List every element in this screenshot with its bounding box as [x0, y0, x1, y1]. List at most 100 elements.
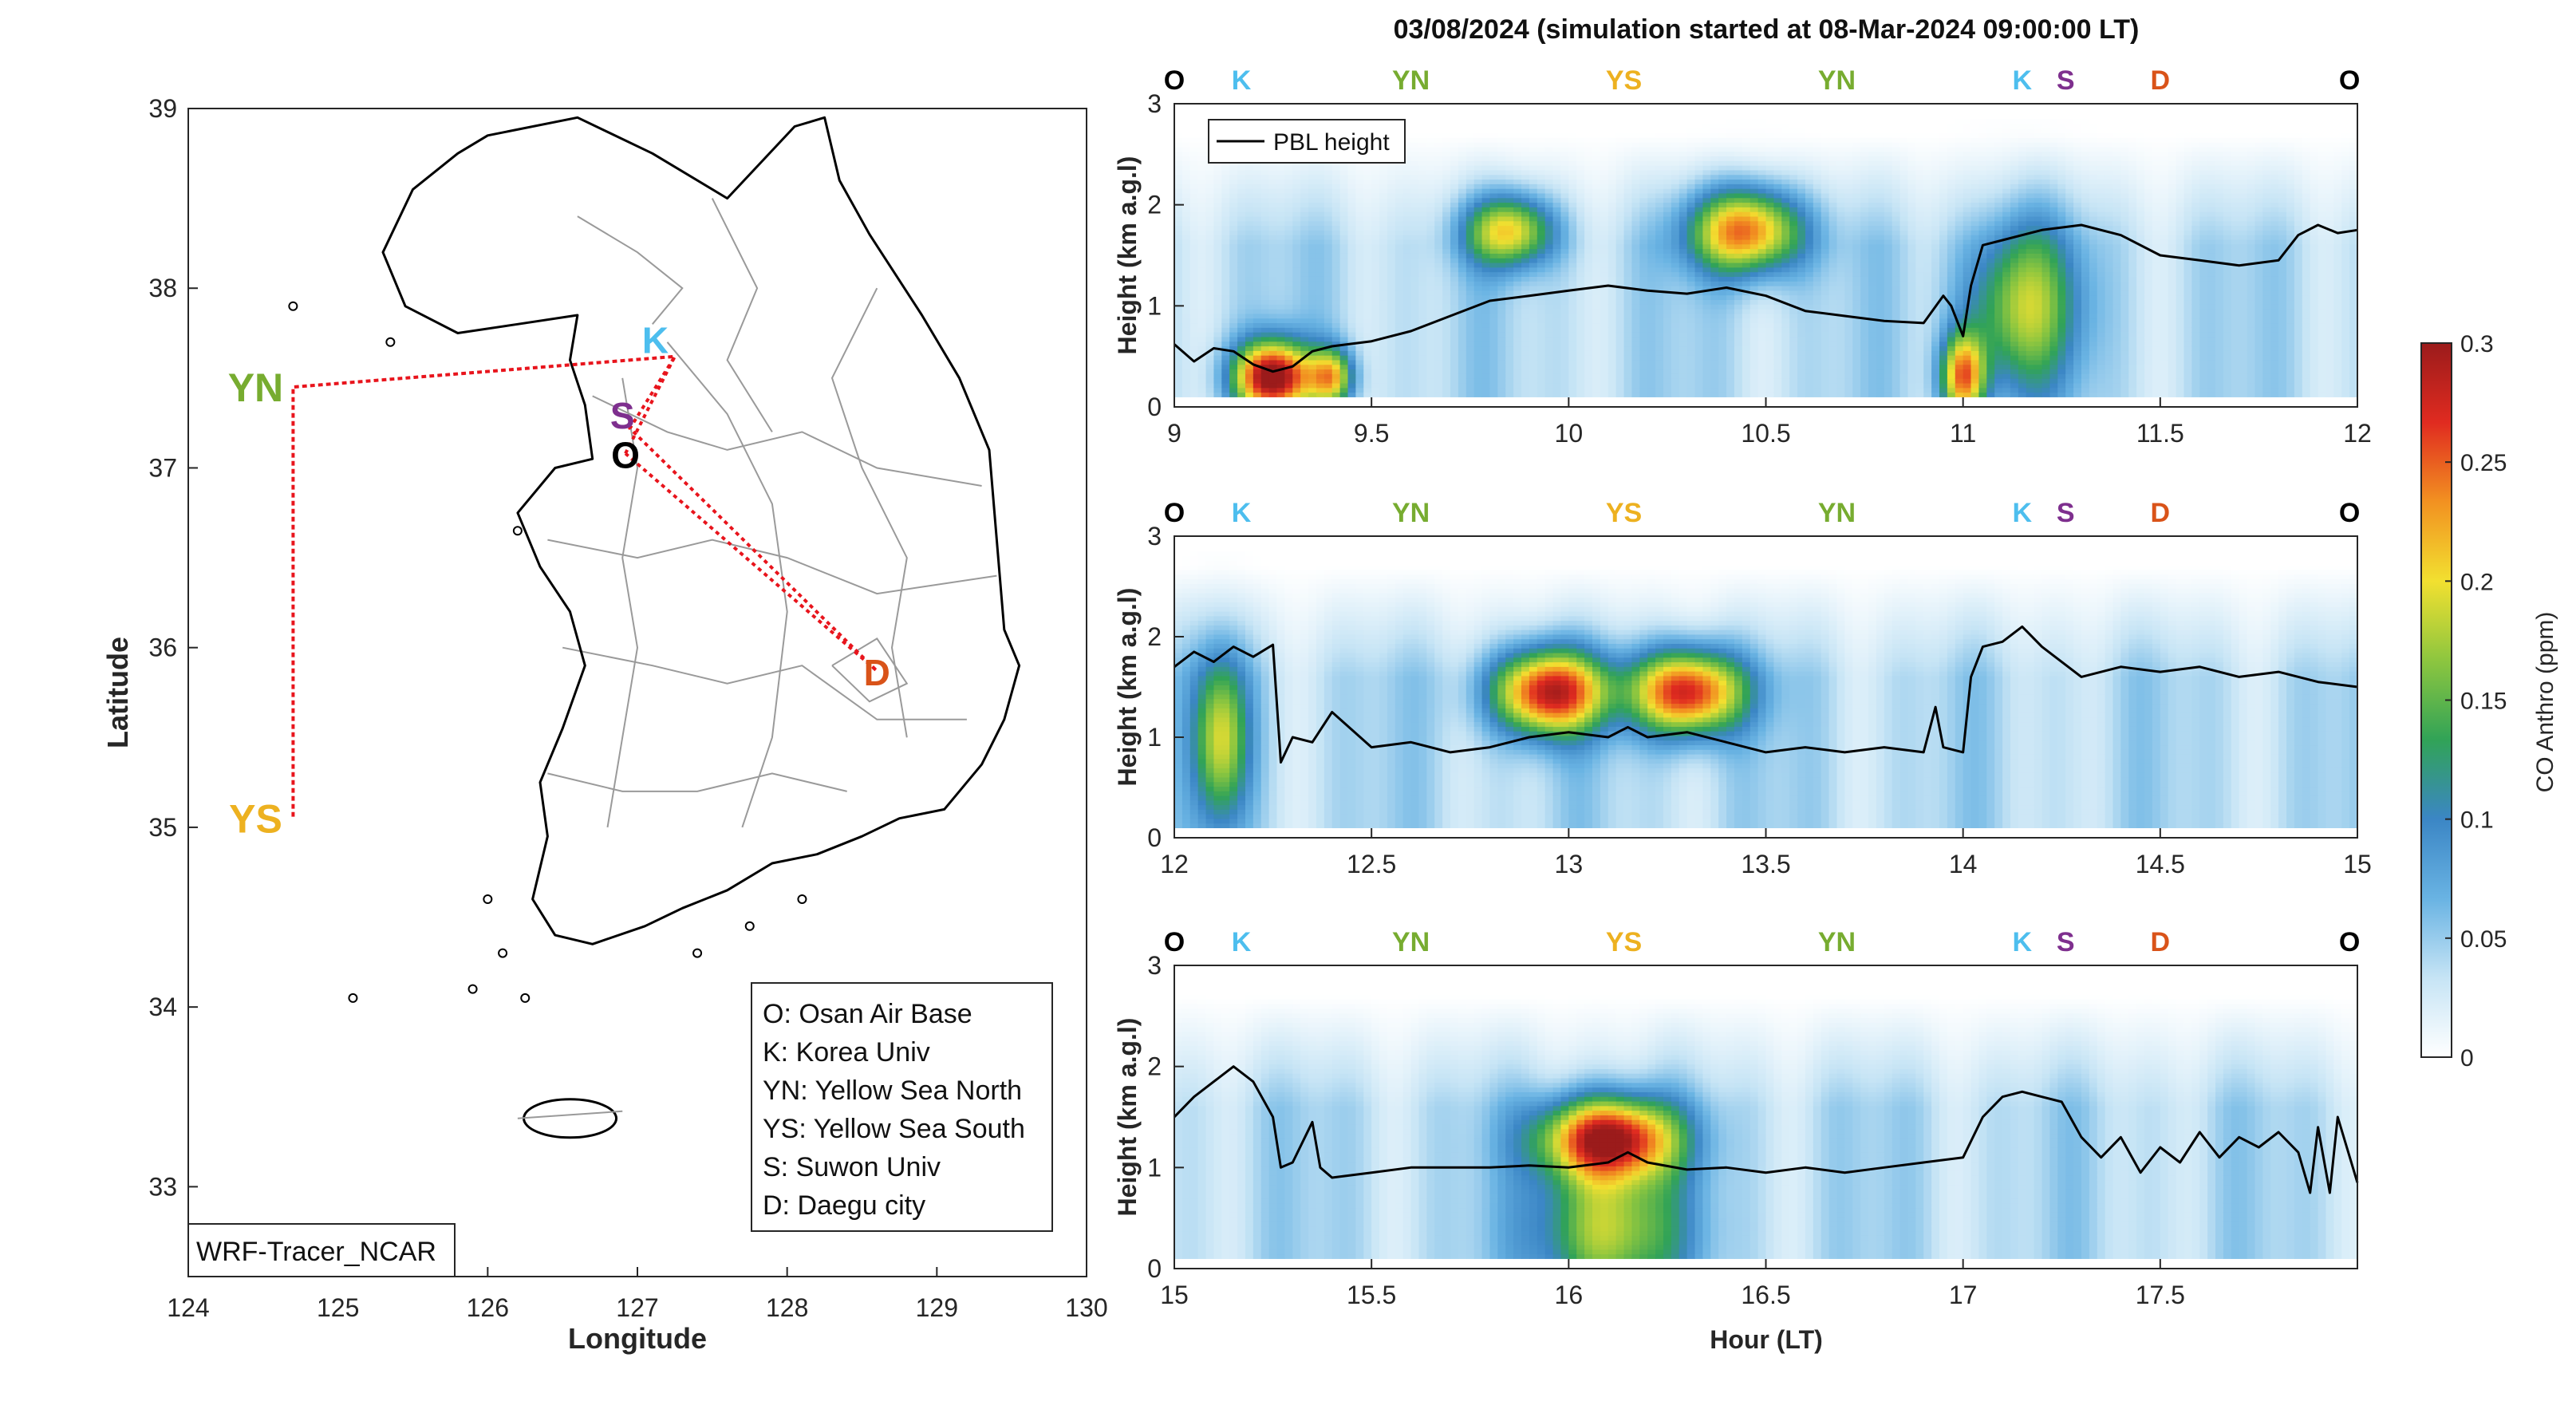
heatmap-cell	[1734, 207, 1743, 212]
heatmap-cell	[1623, 304, 1633, 310]
heatmap-cell	[1544, 327, 1554, 333]
heatmap-cell	[1505, 290, 1514, 296]
heatmap-cell	[1458, 179, 1467, 184]
heatmap-cell	[1750, 369, 1759, 374]
heatmap-cell	[1371, 392, 1380, 397]
heatmap-cell	[1734, 188, 1743, 194]
heatmap-cell	[1331, 364, 1341, 370]
heatmap-cell	[1505, 262, 1514, 268]
heatmap-cell	[1324, 332, 1333, 337]
heatmap-cell	[1623, 243, 1633, 250]
heatmap-cell	[1481, 253, 1491, 259]
heatmap-cell	[1300, 309, 1309, 314]
heatmap-cell	[1324, 271, 1333, 277]
heatmap-cell	[1576, 174, 1585, 180]
heatmap-cell	[1757, 137, 1767, 143]
heatmap-cell	[1276, 202, 1286, 207]
heatmap-cell	[1679, 299, 1688, 305]
heatmap-cell	[1347, 309, 1356, 314]
heatmap-cell	[1537, 355, 1546, 361]
heatmap-cell	[1710, 318, 1719, 324]
heatmap-cell	[1773, 271, 1782, 277]
heatmap-cell	[1663, 271, 1672, 277]
heatmap-cell	[1331, 387, 1341, 393]
heatmap-cell	[1481, 165, 1491, 171]
heatmap-cell	[1300, 369, 1309, 374]
heatmap-cell	[1718, 220, 1727, 227]
heatmap-cell	[1418, 202, 1427, 207]
heatmap-cell	[1623, 169, 1633, 176]
heatmap-cell	[1600, 146, 1609, 152]
heatmap-cell	[1584, 332, 1593, 337]
heatmap-cell	[1331, 184, 1341, 189]
heatmap-cell	[1229, 286, 1238, 291]
heatmap-cell	[1639, 369, 1648, 374]
heatmap-cell	[1600, 197, 1609, 203]
heatmap-cell	[1276, 207, 1286, 212]
heatmap-cell	[1773, 197, 1782, 203]
heatmap-cell	[1686, 327, 1696, 333]
heatmap-cell	[1623, 151, 1633, 157]
heatmap-cell	[1387, 276, 1396, 282]
heatmap-cell	[1757, 382, 1767, 389]
heatmap-cell	[1379, 355, 1388, 361]
heatmap-cell	[1805, 382, 1814, 389]
heatmap-cell	[1450, 378, 1459, 384]
heatmap-cell	[1537, 188, 1546, 194]
heatmap-cell	[1726, 318, 1735, 324]
heatmap-cell	[1418, 174, 1427, 180]
heatmap-cell	[1260, 359, 1270, 365]
heatmap-cell	[1600, 156, 1609, 161]
heatmap-cell	[1686, 355, 1696, 361]
heatmap-cell	[1308, 271, 1317, 277]
heatmap-cell	[1797, 197, 1806, 203]
heatmap-cell	[1639, 202, 1648, 207]
heatmap-cell	[1473, 364, 1483, 370]
heatmap-cell	[1347, 304, 1356, 310]
heatmap-cell	[1292, 248, 1301, 254]
heatmap-cell	[1410, 235, 1420, 240]
heatmap-cell	[1237, 258, 1246, 263]
heatmap-cell	[1497, 276, 1506, 282]
heatmap-cell	[1765, 276, 1774, 282]
heatmap-cell	[1237, 286, 1246, 291]
heatmap-cell	[1418, 239, 1427, 245]
heatmap-cell	[1813, 271, 1822, 277]
heatmap-cell	[1718, 174, 1727, 180]
heatmap-cell	[1174, 179, 1183, 184]
heatmap-cell	[1647, 174, 1656, 180]
heatmap-cell	[1229, 179, 1238, 184]
heatmap-cell	[1355, 387, 1364, 393]
heatmap-cell	[1497, 197, 1506, 203]
heatmap-cell	[1284, 281, 1293, 286]
heatmap-cell	[1592, 215, 1601, 222]
heatmap-cell	[1560, 309, 1569, 314]
heatmap-cell	[1260, 262, 1270, 268]
heatmap-cell	[1552, 373, 1562, 379]
heatmap-cell	[1505, 156, 1514, 161]
heatmap-cell	[1395, 309, 1404, 314]
heatmap-cell	[1568, 197, 1577, 203]
heatmap-cell	[1623, 142, 1633, 148]
heatmap-cell	[1481, 392, 1491, 397]
heatmap-cell	[1544, 151, 1554, 157]
heatmap-cell	[1339, 336, 1349, 342]
heatmap-cell	[1418, 364, 1427, 370]
heatmap-cell	[1773, 258, 1782, 263]
heatmap-cell	[1671, 192, 1680, 199]
heatmap-cell	[1197, 313, 1207, 319]
heatmap-cell	[1379, 341, 1388, 347]
heatmap-cell	[1718, 123, 1727, 129]
heatmap-cell	[1615, 128, 1625, 134]
heatmap-cell	[1308, 369, 1317, 374]
heatmap-cell	[1371, 239, 1380, 245]
heatmap-cell	[1308, 350, 1317, 356]
heatmap-cell	[1600, 271, 1609, 277]
heatmap-cell	[1426, 322, 1435, 328]
heatmap-cell	[1592, 169, 1601, 176]
heatmap-cell	[1513, 387, 1522, 393]
heatmap-cell	[1655, 211, 1664, 217]
heatmap-cell	[1339, 373, 1349, 379]
heatmap-cell	[1434, 313, 1443, 319]
heatmap-cell	[1505, 165, 1514, 171]
